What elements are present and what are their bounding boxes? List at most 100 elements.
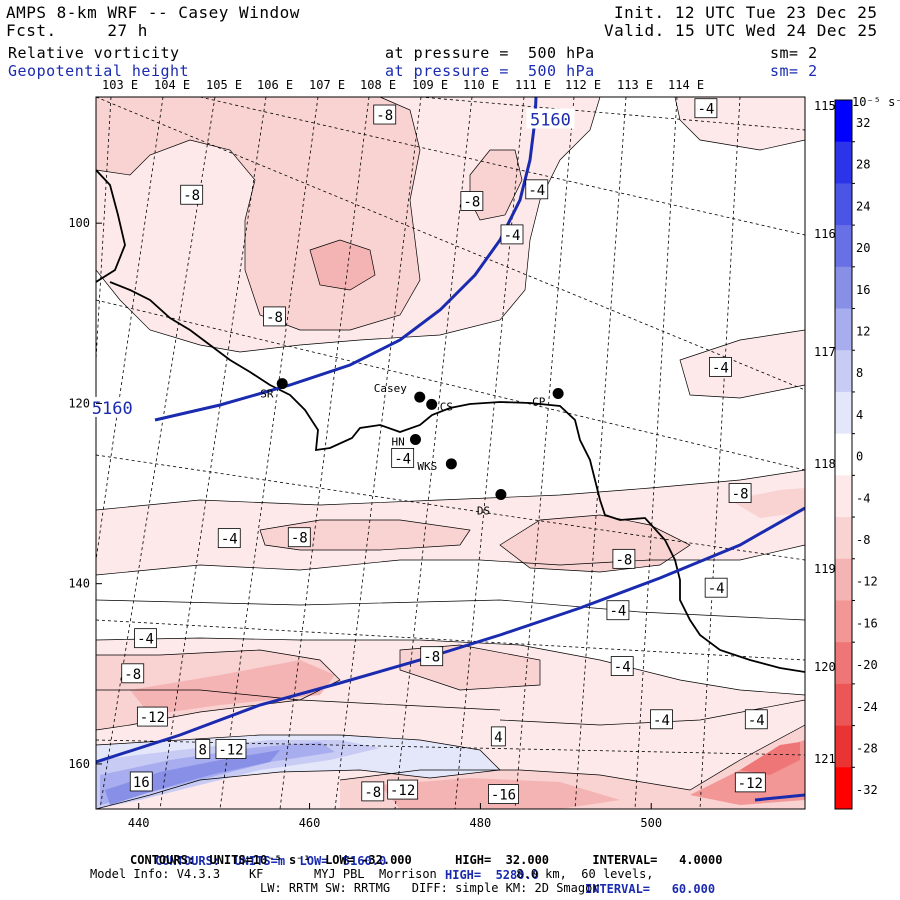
colorbar-swatch [835, 558, 852, 601]
footer-height-contours-interval: INTERVAL= 60.000 [585, 882, 716, 896]
svg-text:-4: -4 [528, 183, 545, 199]
plot-frame [95, 96, 806, 810]
footer-model-info: Model Info: V4.3.3 KF MYJ PBL Morrison 8… [90, 867, 654, 881]
footer-physics: LW: RRTM SW: RRTMG DIFF: simple KM: 2D S… [260, 881, 600, 895]
vorticity-contour-label: -4 [606, 600, 630, 621]
vorticity-contour-label: -16 [488, 784, 519, 804]
colorbar-swatch [835, 350, 852, 393]
colorbar-tick-label: 16 [856, 283, 870, 297]
colorbar-tick-label: -16 [856, 616, 878, 630]
station-marker: SR [260, 378, 288, 401]
y-tick-label: 140 [68, 577, 90, 591]
svg-text:HN: HN [391, 435, 404, 448]
vorticity-contour-label: -8 [121, 663, 145, 684]
vorticity-contour-label: -4 [134, 628, 157, 649]
svg-text:-8: -8 [463, 195, 480, 211]
colorbar-tick-label: 32 [856, 116, 870, 130]
svg-text:-8: -8 [124, 667, 141, 683]
svg-text:-4: -4 [614, 660, 631, 676]
svg-text:-8: -8 [183, 188, 200, 204]
colorbar-tick-label: -8 [856, 533, 870, 547]
station-marker: DS [477, 488, 507, 517]
station-marker: HN [391, 433, 421, 448]
svg-text:5160: 5160 [530, 111, 571, 131]
lon-label-top: 109 E [412, 78, 449, 92]
svg-text:4: 4 [494, 730, 502, 746]
colorbar-swatch [835, 725, 852, 768]
vorticity-contour-label: -12 [215, 739, 247, 759]
svg-text:CS: CS [440, 400, 453, 413]
vorticity-label-layer: -8 -8 -8 -4 -4 -8 -4 -4 -4 -8 -4 -8 -8 -4 -4 -4 -8 -8 -4 -1… [121, 98, 768, 804]
height-label-layer: 5160 5160 [88, 108, 575, 419]
svg-text:CP: CP [532, 396, 546, 409]
colorbar-tick-label: 20 [856, 241, 870, 255]
svg-text:DS: DS [477, 504, 490, 517]
field2-level: at pressure = 500 hPa [385, 62, 595, 80]
svg-text:16: 16 [133, 775, 150, 791]
station-layer: SR Casey CS CP HN WKS DS [260, 378, 564, 517]
y-tick-label: 100 [68, 216, 90, 230]
x-tick-label: 460 [299, 816, 321, 830]
valid-time: Valid. 15 UTC Wed 24 Dec 25 [604, 21, 878, 40]
svg-text:-8: -8 [423, 650, 440, 666]
vorticity-contour-label: 8 [195, 739, 211, 759]
svg-text:-12: -12 [738, 776, 763, 792]
colorbar-tick-label: 4 [856, 408, 863, 422]
vorticity-shading [96, 97, 805, 809]
svg-text:-4: -4 [609, 604, 626, 620]
colorbar-tick-label: -20 [856, 658, 878, 672]
colorbar-tick-label: -4 [856, 491, 870, 505]
svg-text:-16: -16 [491, 788, 516, 804]
station-marker: CP [532, 388, 564, 409]
vorticity-contour-label: -4 [650, 709, 673, 730]
x-tick-label: 500 [640, 816, 662, 830]
colorbar-tick-label: -12 [856, 575, 878, 589]
colorbar-swatch [835, 642, 852, 685]
vorticity-contour-label: 4 [490, 726, 506, 747]
colorbar-tick-label: -32 [856, 783, 878, 797]
vorticity-contour-label: -12 [387, 779, 419, 800]
lon-label-top: 114 E [668, 78, 705, 92]
colorbar-unit: 10⁻⁵ s⁻¹ [852, 95, 900, 109]
colorbar-swatch [835, 183, 852, 226]
colorbar-swatch [835, 475, 852, 518]
colorbar-tick-label: -24 [856, 700, 878, 714]
station-marker: Casey [374, 382, 426, 403]
height-contour-label: 5160 [88, 396, 137, 419]
vorticity-contour-label: -8 [180, 184, 204, 205]
colorbar-frame [834, 99, 853, 810]
svg-text:5160: 5160 [92, 399, 133, 419]
coastline [96, 169, 805, 673]
colorbar-swatch [835, 433, 852, 476]
vorticity-contour-label: -8 [287, 527, 311, 548]
svg-text:-4: -4 [748, 713, 765, 729]
field1-name: Relative vorticity [8, 44, 180, 62]
svg-text:-4: -4 [221, 532, 238, 548]
vorticity-contour-label: -4 [694, 98, 718, 119]
colorbar-swatch [835, 600, 852, 643]
footer-height-contours-units: CONTOURS: UNITS=m LOW= 5160.0 [155, 854, 387, 868]
field1-level: at pressure = 500 hPa [385, 44, 595, 62]
y-tick-label: 160 [68, 757, 90, 771]
x-tick-label: 440 [128, 816, 150, 830]
station-marker: WKS [417, 458, 457, 473]
field1-smoothing: sm= 2 [770, 44, 818, 62]
lon-label-top: 113 E [617, 78, 654, 92]
lon-label-top: 103 E [102, 78, 139, 92]
vorticity-contour-label: -4 [709, 356, 732, 377]
svg-text:-8: -8 [364, 785, 381, 801]
vorticity-contour-label: 16 [129, 771, 153, 792]
footer-vorticity-contours: CONTOURS: UNITS=10⁻⁵ s⁻¹ LOW= -32.000 HI… [130, 853, 723, 867]
vorticity-contour-label: -4 [217, 528, 241, 549]
colorbar-tick-label: 8 [856, 366, 863, 380]
colorbar-swatch [835, 141, 852, 184]
vorticity-contour-label: -4 [744, 709, 768, 730]
svg-text:-12: -12 [218, 743, 243, 759]
height-contours [96, 97, 805, 802]
colorbar: 32 28 24 20 16 12 8 4 0 -4 -8 -12 -16 -20 -24 -28 -32 [834, 99, 878, 810]
colorbar-swatch [835, 683, 852, 727]
vorticity-contour-label: -8 [361, 781, 385, 802]
footer-height-contours: CONTOURS: UNITS=m LOW= 5160.0 HIGH= 5280… [0, 840, 900, 896]
svg-text:-8: -8 [266, 310, 283, 326]
